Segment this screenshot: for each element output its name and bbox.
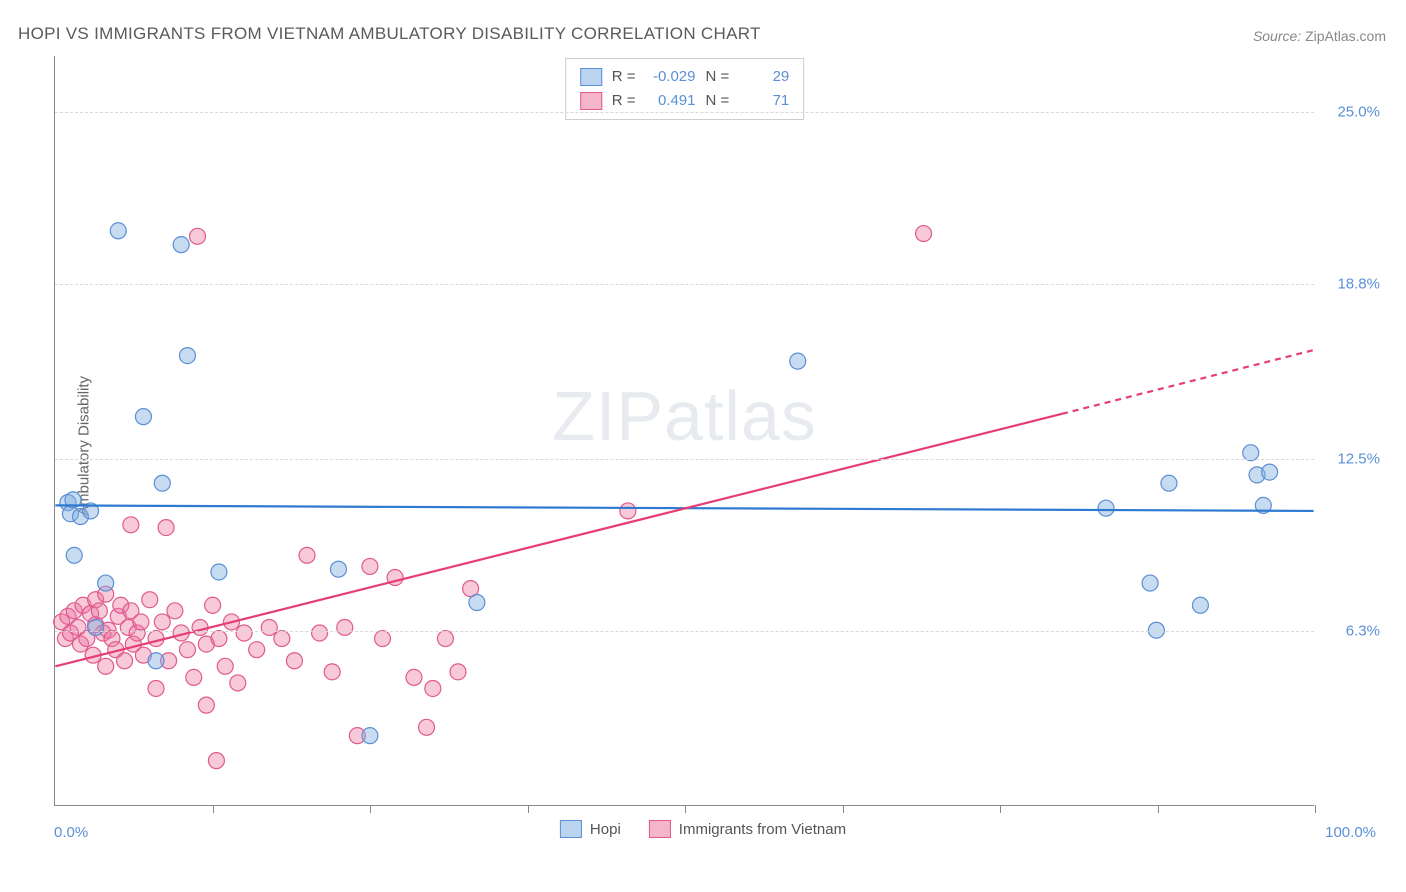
- legend-n-value-0: 29: [739, 65, 789, 89]
- legend-r-value-1: 0.491: [646, 89, 696, 113]
- legend-swatch-0: [580, 68, 602, 86]
- plot-area: R = -0.029 N = 29 R = 0.491 N = 71 ZIPat…: [54, 56, 1314, 806]
- legend-row-0: R = -0.029 N = 29: [580, 65, 790, 89]
- x-tick: [370, 805, 371, 813]
- x-tick: [1000, 805, 1001, 813]
- source-attribution: Source: ZipAtlas.com: [1253, 28, 1386, 44]
- chart-title: HOPI VS IMMIGRANTS FROM VIETNAM AMBULATO…: [18, 24, 761, 44]
- legend-swatch-hopi: [560, 820, 582, 838]
- legend-label-vietnam: Immigrants from Vietnam: [679, 821, 846, 838]
- x-axis-max-label: 100.0%: [1325, 824, 1376, 841]
- gridline: [55, 112, 1314, 113]
- y-tick-label: 18.8%: [1320, 275, 1380, 292]
- gridline: [55, 459, 1314, 460]
- legend-n-label: N =: [706, 65, 730, 89]
- legend-r-value-0: -0.029: [646, 65, 696, 89]
- y-tick-label: 6.3%: [1320, 623, 1380, 640]
- y-tick-label: 12.5%: [1320, 450, 1380, 467]
- x-axis-min-label: 0.0%: [54, 824, 88, 841]
- gridline: [55, 284, 1314, 285]
- source-prefix: Source:: [1253, 28, 1305, 44]
- chart-container: HOPI VS IMMIGRANTS FROM VIETNAM AMBULATO…: [0, 0, 1406, 892]
- legend-label-hopi: Hopi: [590, 821, 621, 838]
- x-tick: [1158, 805, 1159, 813]
- legend-item-0: Hopi: [560, 820, 621, 838]
- legend-n-value-1: 71: [739, 89, 789, 113]
- legend-swatch-1: [580, 92, 602, 110]
- x-tick: [843, 805, 844, 813]
- series-legend: Hopi Immigrants from Vietnam: [560, 820, 846, 838]
- legend-item-1: Immigrants from Vietnam: [649, 820, 846, 838]
- legend-r-label: R =: [612, 65, 636, 89]
- x-tick: [213, 805, 214, 813]
- legend-r-label: R =: [612, 89, 636, 113]
- scatter-svg: [55, 56, 1314, 805]
- legend-swatch-vietnam: [649, 820, 671, 838]
- x-tick: [685, 805, 686, 813]
- x-tick: [1315, 805, 1316, 813]
- legend-n-label: N =: [706, 89, 730, 113]
- source-name: ZipAtlas.com: [1305, 28, 1386, 44]
- legend-row-1: R = 0.491 N = 71: [580, 89, 790, 113]
- x-tick: [528, 805, 529, 813]
- y-tick-label: 25.0%: [1320, 103, 1380, 120]
- gridline: [55, 631, 1314, 632]
